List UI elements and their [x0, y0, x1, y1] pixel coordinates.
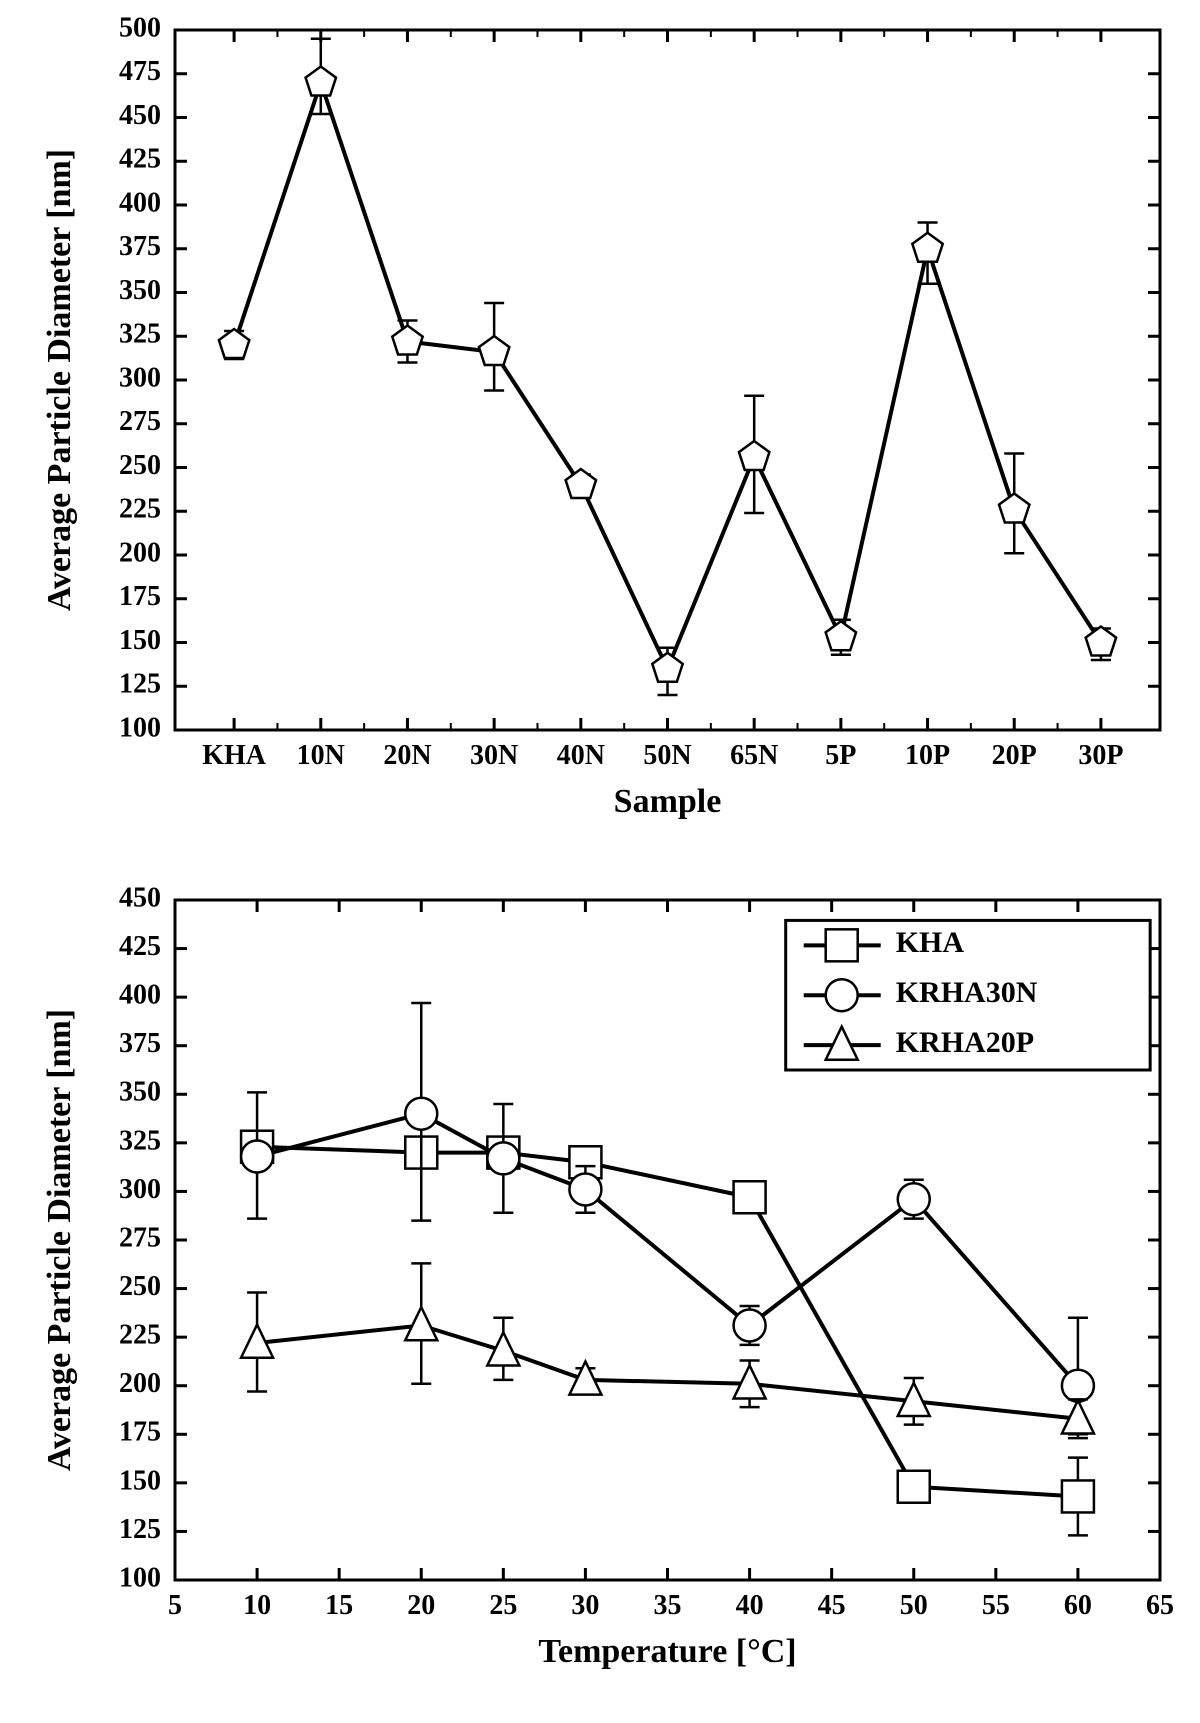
ytick-label: 375 [119, 231, 161, 262]
series-line-KHA [257, 1147, 1078, 1497]
y-axis-label: Average Particle Diameter [nm] [41, 1009, 78, 1471]
xtick-label: 5P [825, 740, 856, 771]
xtick-label: 35 [654, 1590, 682, 1621]
xtick-label: KHA [202, 740, 267, 771]
top-chart: 100 125 150 175 200 225 250 275 300 325 350 375 400 4… [41, 12, 1160, 820]
ytick-label: 250 [119, 450, 161, 481]
ytick-label: 475 [119, 56, 161, 87]
ytick-label: 450 [119, 100, 161, 131]
ytick-label: 350 [119, 1077, 161, 1108]
ytick-label: 100 [119, 712, 161, 743]
xtick-label: 65N [730, 740, 778, 771]
legend-label: KHA [896, 926, 965, 959]
xtick-label: 15 [325, 1590, 353, 1621]
xtick-label: 55 [982, 1590, 1010, 1621]
xtick-label: 50N [643, 740, 691, 771]
series-line-KRHA30N [257, 1114, 1078, 1386]
ytick-label: 150 [119, 625, 161, 656]
ytick-label: 350 [119, 275, 161, 306]
xtick-label: 40 [736, 1590, 764, 1621]
ytick-label: 325 [119, 1125, 161, 1156]
ytick-label: 375 [119, 1028, 161, 1059]
ytick-label: 500 [119, 12, 161, 43]
xtick-label: 40N [557, 740, 605, 771]
legend-label: KRHA20P [896, 1026, 1034, 1059]
ytick-label: 200 [119, 1368, 161, 1399]
xtick-label: 10 [243, 1590, 271, 1621]
legend: KHA KRHA30N KRHA20P [786, 920, 1150, 1070]
ytick-label: 275 [119, 1222, 161, 1253]
ytick-label: 225 [119, 1320, 161, 1351]
ytick-label: 300 [119, 362, 161, 393]
xtick-label: 30N [470, 740, 518, 771]
xtick-label: 50 [900, 1590, 928, 1621]
ytick-label: 250 [119, 1271, 161, 1302]
x-axis-label: Sample [614, 783, 722, 820]
ytick-label: 325 [119, 319, 161, 350]
xtick-label: 30P [1078, 740, 1123, 771]
ytick-label: 225 [119, 494, 161, 525]
xtick-label: 60 [1064, 1590, 1092, 1621]
ytick-label: 125 [119, 669, 161, 700]
xtick-label: 45 [818, 1590, 846, 1621]
xtick-label: 20 [407, 1590, 435, 1621]
series-line [234, 83, 1101, 669]
xtick-label: 30 [571, 1590, 599, 1621]
xtick-label: 20P [992, 740, 1037, 771]
ytick-label: 450 [119, 882, 161, 913]
xtick-label: 20N [383, 740, 431, 771]
x-axis-label: Temperature [°C] [538, 1633, 796, 1670]
ytick-label: 300 [119, 1174, 161, 1205]
ytick-label: 175 [119, 581, 161, 612]
figure-root: 100 125 150 175 200 225 250 275 300 325 350 375 400 4… [0, 0, 1200, 1723]
xtick-label: 65 [1146, 1590, 1174, 1621]
y-axis-label: Average Particle Diameter [nm] [41, 149, 78, 611]
ytick-label: 200 [119, 537, 161, 568]
ytick-label: 425 [119, 931, 161, 962]
charts-svg: 100 125 150 175 200 225 250 275 300 325 350 375 400 4… [0, 0, 1200, 1723]
legend-label: KRHA30N [896, 976, 1038, 1009]
series-line-KRHA20P [257, 1325, 1078, 1418]
xtick-label: 5 [168, 1590, 182, 1621]
ytick-label: 150 [119, 1465, 161, 1496]
bottom-chart: 100 125 150 175 200 225 250 275 300 325 350 375 400 4… [41, 882, 1174, 1670]
ytick-label: 125 [119, 1514, 161, 1545]
ytick-label: 100 [119, 1562, 161, 1593]
ytick-label: 400 [119, 980, 161, 1011]
xtick-label: 25 [489, 1590, 517, 1621]
ytick-label: 425 [119, 144, 161, 175]
ytick-label: 400 [119, 187, 161, 218]
ytick-label: 275 [119, 406, 161, 437]
xtick-label: 10P [905, 740, 950, 771]
ytick-label: 175 [119, 1417, 161, 1448]
xtick-label: 10N [297, 740, 345, 771]
